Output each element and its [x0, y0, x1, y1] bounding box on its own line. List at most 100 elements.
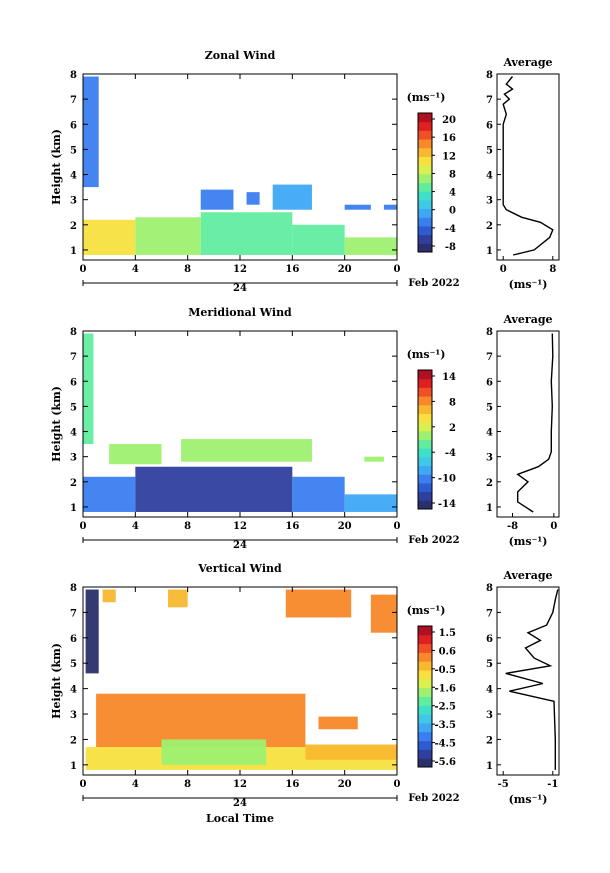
colorbar-tick-label: 8: [449, 169, 456, 180]
heatmap-cell: [292, 224, 345, 255]
colorbar-swatch: [418, 482, 432, 493]
x-tick-label: 12: [233, 264, 247, 275]
colorbar-swatch: [418, 139, 432, 149]
y-tick-label: 4: [70, 171, 77, 182]
panel-title: Meridional Wind: [188, 306, 292, 319]
colorbar-tick-label: -3.5: [434, 720, 456, 731]
avg-y-tick-label: 4: [486, 685, 493, 696]
colorbar-swatch: [418, 652, 432, 662]
heatmap-cell: [181, 439, 312, 462]
colorbar-swatch: [418, 731, 432, 742]
x-tick-label: 0: [80, 779, 87, 790]
heatmap-cell: [96, 693, 306, 748]
average-title: Average: [502, 313, 552, 326]
y-axis-label: Height (km): [50, 643, 63, 719]
heatmap-cell: [344, 204, 371, 210]
colorbar-swatch: [418, 130, 432, 140]
heatmap-cell: [102, 589, 116, 603]
avg-y-tick-label: 5: [486, 659, 493, 670]
colorbar-swatch: [418, 722, 432, 733]
colorbar-swatch: [418, 439, 432, 449]
colorbar-swatch: [418, 165, 432, 175]
x-tick-label: 4: [132, 264, 139, 275]
average-frame: [496, 73, 560, 261]
heatmap-cell: [292, 476, 345, 512]
colorbar-swatch: [418, 182, 432, 192]
avg-y-tick-label: 2: [486, 221, 493, 232]
avg-y-tick-label: 3: [486, 710, 493, 721]
colorbar-swatch: [418, 705, 432, 715]
colorbar-tick-label: 4: [449, 188, 456, 199]
colorbar-swatch: [418, 225, 432, 236]
avg-y-tick-label: 8: [486, 70, 493, 81]
colorbar-unit: (ms⁻¹): [407, 91, 446, 104]
heatmap-cell: [344, 494, 397, 512]
heatmap-cell: [161, 739, 267, 765]
y-tick-label: 6: [70, 120, 77, 131]
colorbar-swatch: [418, 430, 432, 440]
heatmap-cell: [83, 219, 136, 255]
day-label: 24: [233, 540, 247, 551]
colorbar-swatch: [418, 661, 432, 671]
y-tick-label: 1: [70, 761, 77, 772]
avg-y-tick-label: 1: [486, 503, 493, 514]
avg-y-tick-label: 4: [486, 428, 493, 439]
x-tick-label: 0: [80, 264, 87, 275]
colorbar-swatch: [418, 714, 432, 724]
colorbar-swatch: [418, 670, 432, 680]
colorbar-tick-label: -8: [445, 242, 456, 253]
heatmap-cell: [364, 456, 384, 462]
colorbar-swatch: [418, 396, 432, 406]
avg-y-tick-label: 3: [486, 453, 493, 464]
y-tick-label: 2: [70, 735, 77, 746]
heatmap-cell: [168, 589, 188, 608]
colorbar-tick-label: 14: [442, 372, 456, 383]
colorbar-tick-label: 2: [449, 423, 456, 434]
colorbar-swatch: [418, 378, 432, 388]
colorbar-frame: [417, 369, 433, 510]
heatmap-cell: [383, 204, 397, 210]
colorbar-swatch: [418, 147, 432, 157]
colorbar-frame: [417, 112, 433, 253]
x-tick-label: 20: [338, 779, 352, 790]
colorbar-swatch: [418, 456, 432, 467]
colorbar-swatch: [418, 474, 432, 484]
y-tick-label: 3: [70, 710, 77, 721]
date-label: Feb 2022: [408, 793, 459, 804]
colorbar-tick-label: 0.6: [439, 646, 456, 657]
y-tick-label: 6: [70, 634, 77, 645]
avg-x-tick-label: 0: [500, 264, 507, 275]
colorbar: 14 8 2 -4 -10 -14 (ms⁻¹): [407, 348, 456, 510]
average-unit: (ms⁻¹): [509, 278, 548, 291]
y-tick-label: 6: [70, 377, 77, 388]
average-profile-line: [516, 333, 554, 513]
avg-y-tick-label: 7: [486, 352, 493, 363]
colorbar-swatch: [418, 234, 432, 244]
heatmap-cell: [370, 594, 397, 633]
colorbar-tick-label: 12: [442, 151, 456, 162]
panel-title: Vertical Wind: [197, 562, 282, 575]
y-tick-label: 8: [70, 583, 77, 594]
average-panel: Average 1 2 3 4 5 6 7 8 -5 -1 (ms⁻¹): [486, 569, 560, 806]
y-axis-label: Height (km): [50, 129, 63, 205]
heatmap-cell: [83, 333, 94, 445]
avg-y-tick-label: 8: [486, 327, 493, 338]
y-tick-label: 7: [70, 95, 77, 106]
colorbar-swatch: [418, 687, 432, 697]
x-tick-label: 8: [184, 521, 191, 532]
x-tick-label: 12: [233, 521, 247, 532]
colorbar-swatch: [418, 696, 432, 706]
avg-y-tick-label: 5: [486, 145, 493, 156]
date-label: Feb 2022: [408, 535, 459, 546]
colorbar-tick-label: -4.5: [434, 739, 456, 750]
colorbar-swatch: [418, 500, 432, 510]
heatmap-cell: [272, 184, 312, 210]
colorbar-tick-label: 0: [449, 206, 456, 217]
heatmap-cells: [83, 333, 397, 512]
colorbar-swatch: [418, 749, 432, 759]
